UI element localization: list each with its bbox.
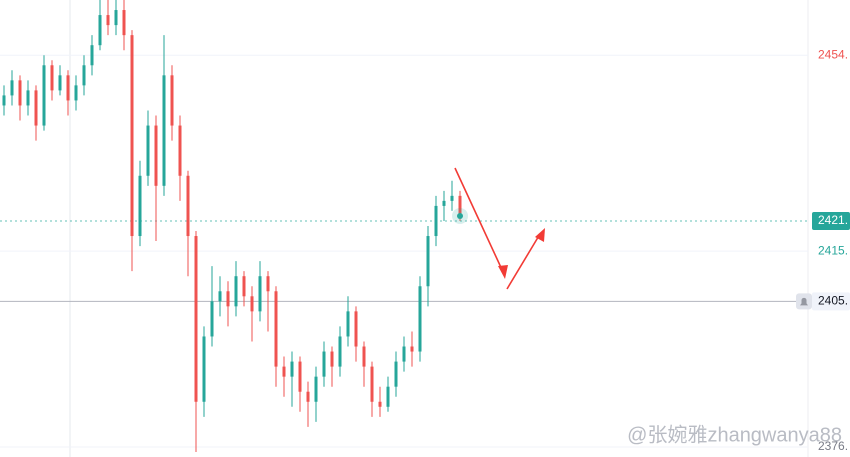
candle-body (210, 301, 214, 337)
candle-body (250, 296, 254, 312)
candle-body (82, 65, 86, 86)
candle-body (114, 10, 118, 26)
last-price-dot (457, 212, 463, 219)
candle-body (314, 376, 318, 402)
candle-body (234, 276, 238, 307)
candle-body (146, 125, 150, 176)
candle-body (98, 15, 102, 46)
candle-body (50, 65, 54, 91)
candle-body (162, 75, 166, 186)
candle-body (442, 200, 446, 206)
candle-body (290, 361, 294, 377)
alert-bell-icon (800, 297, 808, 306)
candle-body (394, 361, 398, 387)
candle-body (298, 361, 302, 392)
candle-body (450, 195, 454, 201)
candle-body (170, 75, 174, 126)
grid (0, 54, 808, 448)
last-price-box (812, 211, 850, 230)
candle-body (194, 236, 198, 402)
candle-body (370, 366, 374, 402)
arrow-down-head (498, 265, 508, 279)
arrow-up-line (506, 233, 541, 290)
y-tick-label: 2415. (818, 243, 848, 257)
candle-body (266, 276, 270, 292)
candle-body (218, 291, 222, 302)
candle-body (10, 80, 14, 96)
candle-body (138, 175, 142, 237)
candle-body (274, 291, 278, 367)
candles (2, 0, 468, 452)
candle-body (154, 125, 158, 186)
candle-body (258, 276, 262, 312)
candle-body (418, 286, 422, 352)
candle-body (34, 90, 38, 126)
candle-body (226, 291, 230, 307)
last-price-label: 2421. (818, 213, 848, 227)
candle-body (242, 276, 246, 297)
candle-body (426, 236, 430, 287)
candle-body (202, 336, 206, 402)
y-tick-label: 2454. (818, 47, 848, 61)
candle-body (2, 95, 6, 106)
candle-body (66, 75, 70, 101)
candle-body (26, 90, 30, 106)
alert-label-box (812, 292, 850, 311)
candle-body (386, 386, 390, 407)
candle-body (58, 75, 62, 91)
candle-body (74, 85, 78, 101)
candle-body (42, 65, 46, 126)
candle-body (410, 346, 414, 352)
candle-body (330, 351, 334, 367)
candle-body (106, 15, 110, 26)
candle-body (122, 10, 126, 36)
candle-body (90, 45, 94, 66)
candle-body (362, 346, 366, 367)
alert-label: 2405. (818, 293, 848, 307)
candle-body (458, 195, 462, 216)
candle-body (402, 346, 406, 362)
arrow-down-line (454, 167, 505, 275)
candle-body (354, 311, 358, 347)
candle-body (186, 175, 190, 237)
candle-body (178, 125, 182, 176)
candle-body (378, 401, 382, 407)
watermark: @张婉雅zhangwanya88 (627, 423, 842, 446)
candle-body (18, 80, 22, 106)
candle-body (282, 366, 286, 377)
y-tick-label: 2376. (818, 439, 848, 453)
candle-body (130, 35, 134, 237)
candle-body (346, 311, 350, 337)
overlay (454, 167, 545, 290)
arrow-up-head (535, 228, 545, 242)
price-axis: 2454. 2415. 2376. 2405. 2421. (796, 47, 850, 453)
candle-body (306, 391, 310, 402)
candle-body (434, 205, 438, 237)
candle-body (322, 351, 326, 377)
candle-body (338, 336, 342, 367)
